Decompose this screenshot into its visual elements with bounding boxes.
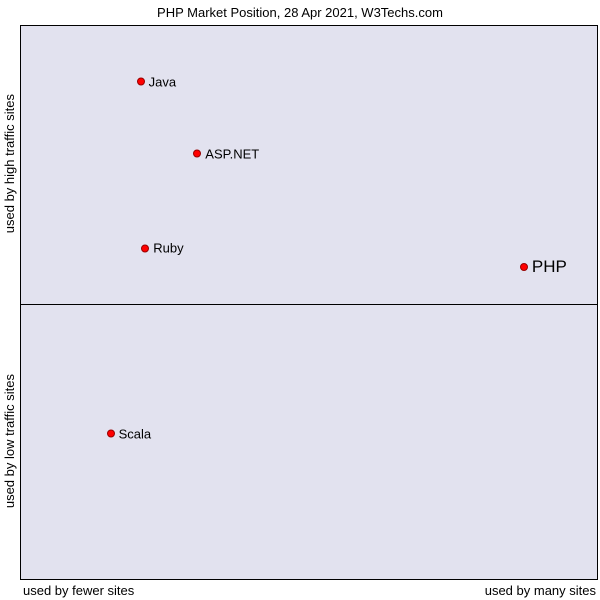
point-label: Ruby [153,241,183,256]
chart-title: PHP Market Position, 28 Apr 2021, W3Tech… [0,5,600,20]
x-axis-label-left: used by fewer sites [23,583,134,598]
chart-container: PHP Market Position, 28 Apr 2021, W3Tech… [0,0,600,600]
y-midline [21,304,597,305]
plot-area: Java ASP.NET Ruby PHP Scala [20,25,598,580]
point-label: Scala [119,426,152,441]
point-marker [141,244,149,252]
data-point: Ruby [141,241,183,256]
point-marker [137,78,145,86]
point-marker [193,150,201,158]
data-point: PHP [520,257,567,277]
y-axis-label-lower: used by low traffic sites [2,374,17,508]
y-axis-label-upper: used by high traffic sites [2,94,17,233]
point-label: PHP [532,257,567,277]
plot-background [21,26,597,579]
point-label: Java [149,74,176,89]
data-point: Scala [107,426,152,441]
data-point: Java [137,74,176,89]
point-marker [520,263,528,271]
x-axis-label-right: used by many sites [485,583,596,598]
point-label: ASP.NET [205,146,259,161]
data-point: ASP.NET [193,146,259,161]
point-marker [107,430,115,438]
